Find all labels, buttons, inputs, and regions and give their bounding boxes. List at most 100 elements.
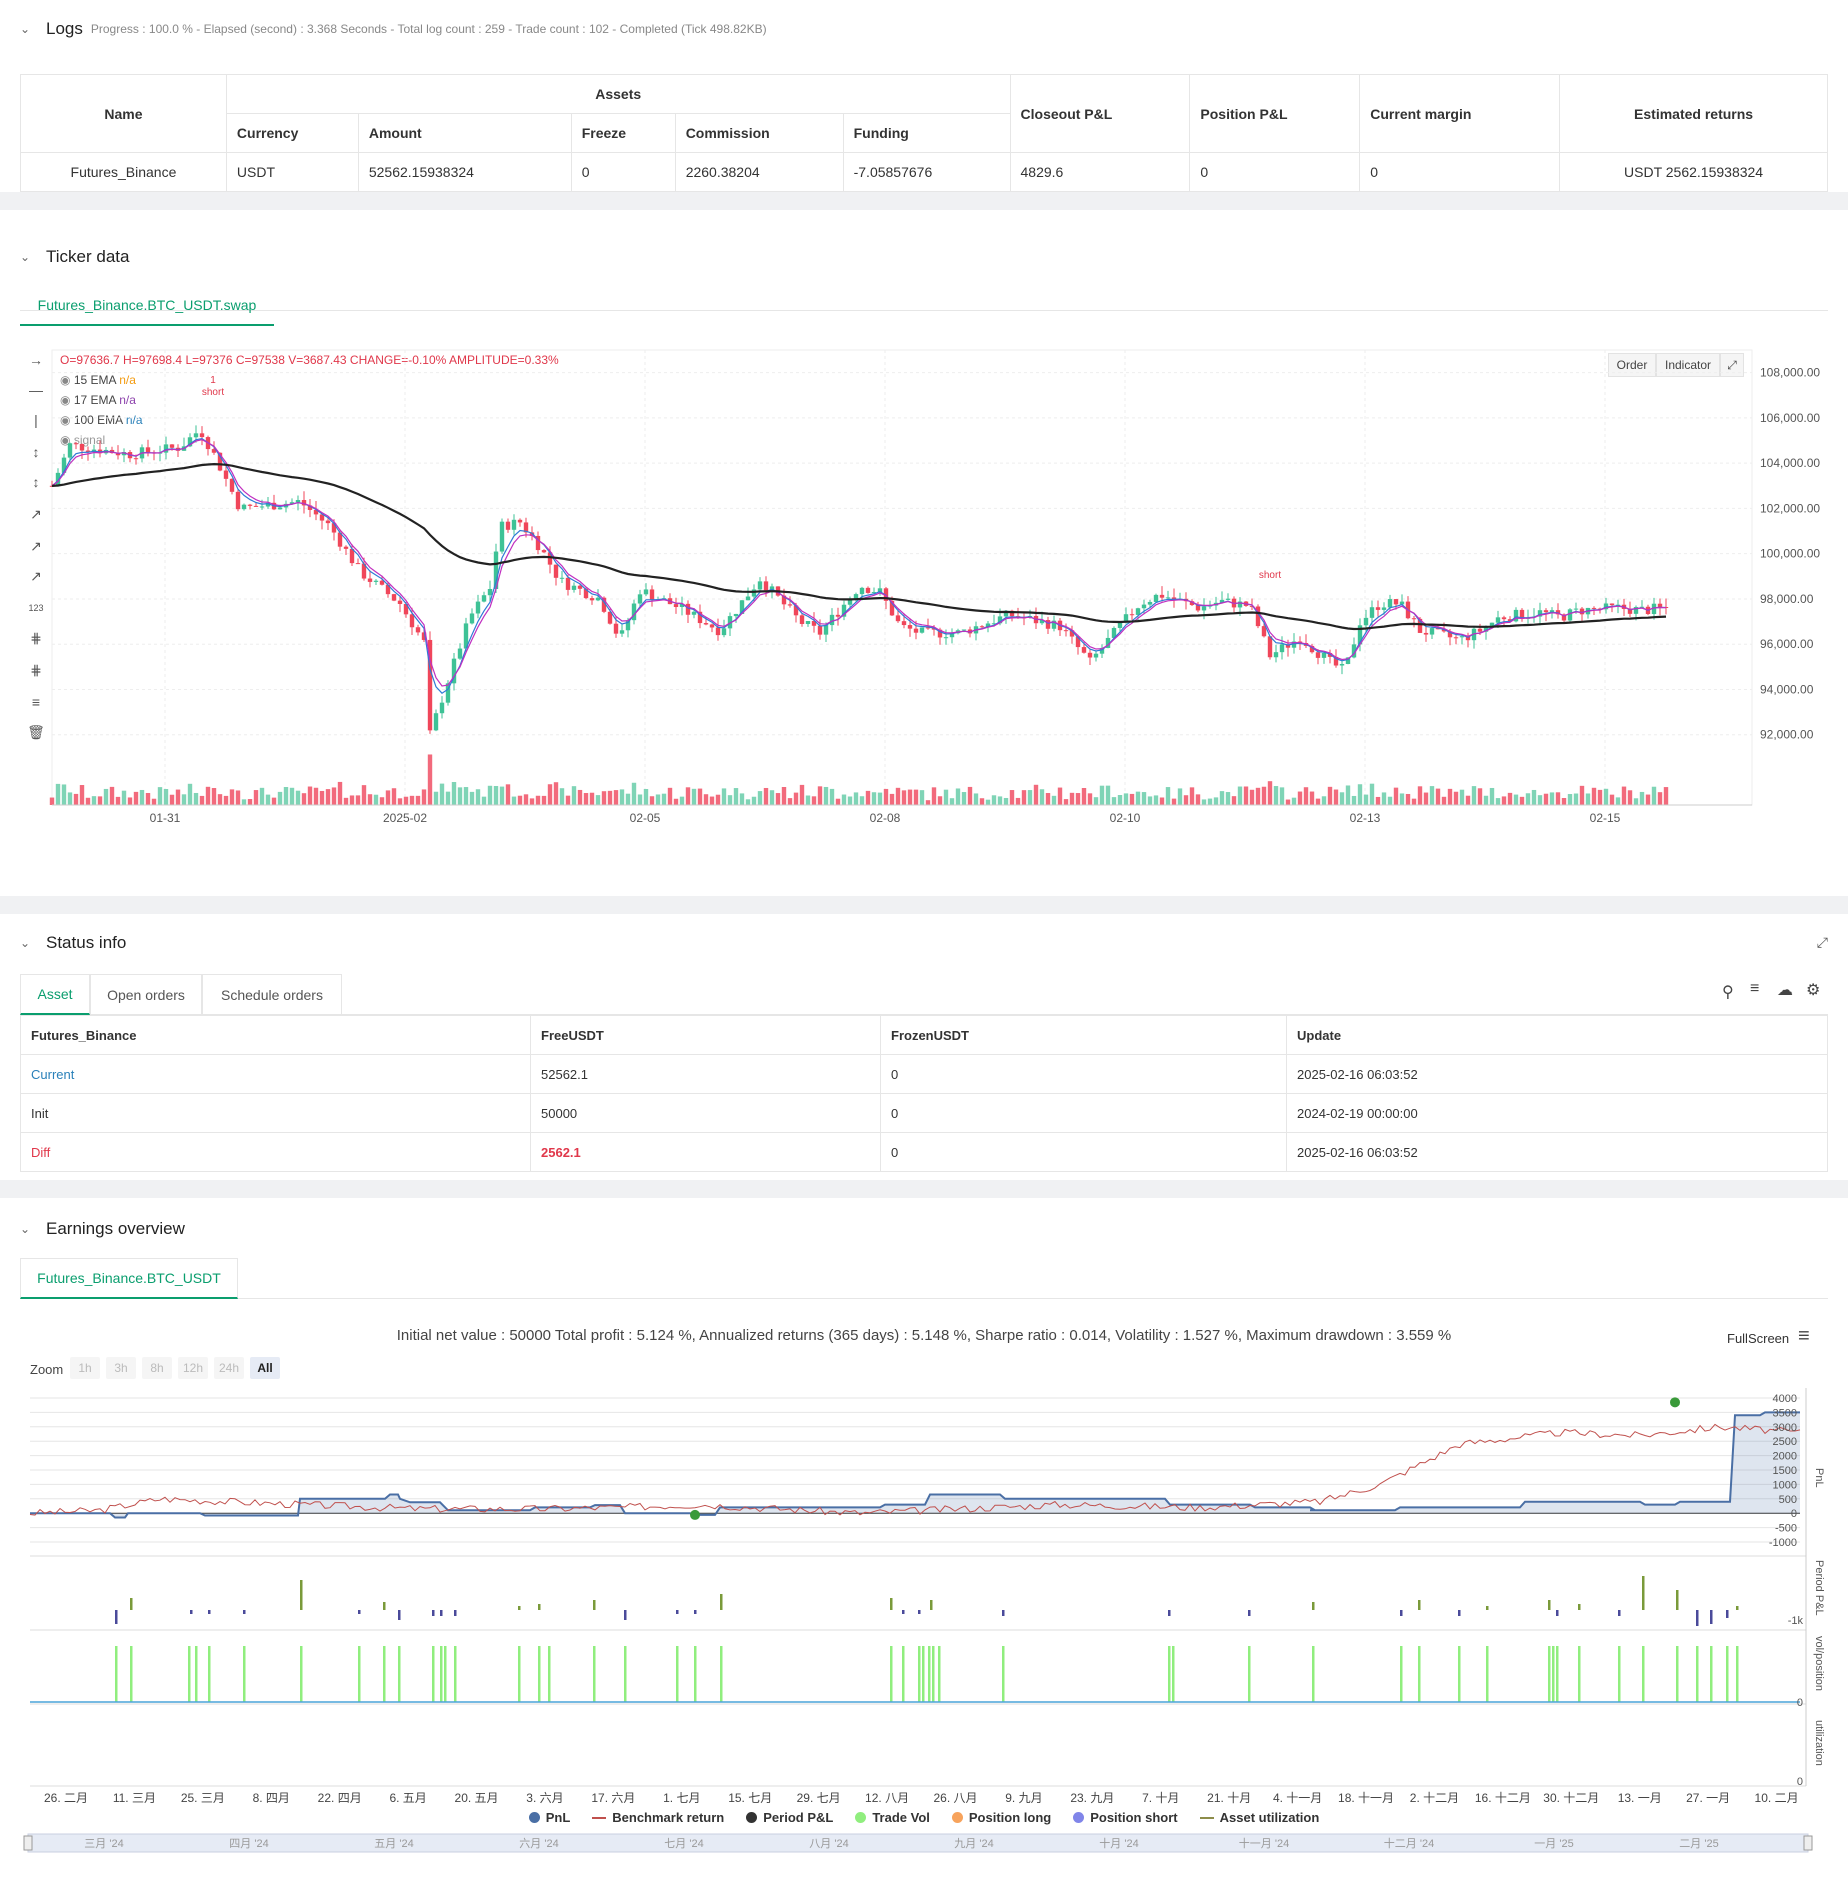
navigator-handle-left[interactable]: [23, 1835, 33, 1851]
fullscreen-button[interactable]: FullScreen: [1727, 1331, 1790, 1346]
candle-body: [1429, 628, 1435, 635]
tab-open-orders[interactable]: Open orders: [90, 974, 202, 1015]
eye-icon[interactable]: ◉: [60, 373, 74, 387]
price-range-icon[interactable]: ↕: [32, 474, 40, 490]
horizontal-lines-icon[interactable]: ≡: [31, 694, 41, 710]
earnings-header[interactable]: ⌄ Earnings overview: [20, 1214, 185, 1244]
cloud-download-icon[interactable]: ☁: [1777, 982, 1793, 999]
volume-bar: [835, 798, 841, 805]
indicator-button[interactable]: Indicator: [1656, 353, 1720, 377]
chevron-down-icon[interactable]: ⌄: [20, 250, 31, 264]
extended-line-icon[interactable]: ↗: [30, 568, 42, 584]
search-icon[interactable]: ⚲: [1722, 984, 1734, 1001]
candle-body: [1639, 606, 1645, 608]
chevron-down-icon[interactable]: ⌄: [20, 936, 31, 950]
volume-bar: [1489, 787, 1495, 805]
volume-bar: [403, 796, 409, 805]
legend-item[interactable]: Trade Vol: [855, 1810, 930, 1825]
candle-body: [811, 621, 817, 626]
volume-bar: [1579, 785, 1585, 805]
volume-bar: [853, 792, 859, 805]
list-icon[interactable]: ≡: [1750, 980, 1760, 997]
volume-bar: [271, 797, 277, 805]
volume-bar: [1081, 788, 1087, 805]
volume-bar: [511, 796, 517, 805]
collapse-icon[interactable]: ⤢: [1816, 934, 1828, 950]
indicator-17ema[interactable]: ◉ 17 EMA n/a: [60, 393, 136, 407]
zoom-button[interactable]: 24h: [214, 1357, 244, 1379]
volume-bar: [823, 786, 829, 805]
candle-body: [61, 457, 67, 473]
zoom-button[interactable]: 12h: [178, 1357, 208, 1379]
candle-body: [445, 683, 451, 703]
candle-body: [745, 596, 751, 601]
volume-bar: [1171, 798, 1177, 805]
volume-bar: [1369, 783, 1375, 805]
candle-body: [121, 452, 127, 456]
navigator-tick-label: 十二月 '24: [1384, 1836, 1434, 1850]
legend-item[interactable]: Asset utilization: [1199, 1810, 1319, 1825]
candle-body: [1477, 628, 1483, 632]
candle-body: [1417, 618, 1423, 633]
tab-ticker-symbol[interactable]: Futures_Binance.BTC_USDT.swap: [20, 286, 274, 326]
legend-item[interactable]: PnL: [528, 1810, 570, 1825]
candle-body: [925, 627, 931, 629]
zoom-button[interactable]: 3h: [106, 1357, 136, 1379]
indicator-100ema[interactable]: ◉ 100 EMA n/a: [60, 413, 143, 427]
status-header[interactable]: ⌄ Status info: [20, 928, 126, 958]
volume-bar: [1249, 789, 1255, 805]
crosshair-icon[interactable]: →: [29, 352, 43, 368]
navigator-tick-label: 四月 '24: [229, 1838, 268, 1850]
chevron-down-icon[interactable]: ⌄: [20, 1222, 31, 1236]
y-tick-label: 108,000.00: [1760, 366, 1820, 380]
volume-bar: [169, 794, 175, 805]
vertical-line-icon[interactable]: |: [34, 412, 38, 428]
ray-icon[interactable]: ↗: [30, 538, 42, 554]
zoom-button[interactable]: 8h: [142, 1357, 172, 1379]
logs-header[interactable]: ⌄ Logs Progress : 100.0 % - Elapsed (sec…: [20, 14, 767, 44]
candlestick-chart[interactable]: 108,000.00 106,000.00 104,000.00 102,000.00…: [0, 340, 1848, 840]
short-signal-2-label: short: [1259, 570, 1281, 581]
volume-bar: [571, 786, 577, 805]
trade-vol-bar: [518, 1646, 521, 1702]
chevron-down-icon[interactable]: ⌄: [20, 22, 31, 36]
menu-icon[interactable]: ≡: [1798, 1325, 1810, 1347]
legend-item[interactable]: Benchmark return: [592, 1810, 724, 1825]
legend-item[interactable]: Position short: [1073, 1810, 1178, 1825]
zoom-button[interactable]: 1h: [70, 1357, 100, 1379]
gear-icon[interactable]: ⚙: [1806, 982, 1821, 999]
vertical-arrow-icon[interactable]: ↕: [32, 444, 40, 460]
candle-body: [1465, 636, 1471, 641]
candle-body: [325, 520, 331, 524]
indicator-signal[interactable]: ◉ signal: [60, 433, 105, 447]
candle-body: [1333, 656, 1339, 666]
pitchfork-icon[interactable]: ⋕: [30, 662, 42, 678]
candle-body: [619, 630, 625, 634]
parallel-channel-icon[interactable]: ⋕: [30, 630, 42, 646]
earnings-chart[interactable]: 4000 3500 3000 2500 2000 1500 1000 500 0 -500 -100…: [0, 1388, 1848, 1858]
candle-body: [1129, 614, 1135, 616]
cell-frozen: 0: [880, 1132, 1287, 1172]
candle-body: [1579, 608, 1585, 615]
trend-line-icon[interactable]: ↗: [30, 506, 42, 522]
row-label[interactable]: Current: [20, 1054, 531, 1094]
zoom-button[interactable]: All: [250, 1357, 280, 1379]
navigator-handle-right[interactable]: [1803, 1835, 1813, 1851]
eye-icon[interactable]: ◉: [60, 413, 74, 427]
tab-asset[interactable]: Asset: [20, 974, 90, 1015]
tab-earnings-symbol[interactable]: Futures_Binance.BTC_USDT: [20, 1258, 238, 1299]
eye-icon[interactable]: ◉: [60, 393, 74, 407]
volume-bar: [1501, 796, 1507, 805]
candle-body: [1225, 598, 1231, 600]
tab-schedule-orders[interactable]: Schedule orders: [202, 974, 342, 1015]
legend-item[interactable]: Period P&L: [746, 1810, 833, 1825]
horizontal-line-icon[interactable]: —: [29, 382, 43, 398]
trash-icon[interactable]: 🗑: [27, 724, 45, 740]
indicator-15ema[interactable]: ◉ 15 EMA n/a: [60, 373, 136, 387]
legend-item[interactable]: Position long: [951, 1810, 1051, 1825]
ticker-header[interactable]: ⌄ Ticker data: [20, 242, 129, 272]
fib-icon[interactable]: 123: [28, 603, 44, 613]
volume-bar: [895, 787, 901, 805]
navigator[interactable]: 三月 '24 四月 '24 五月 '24 六月 '24 七月 '24 八月 '24 九月 '…: [0, 1832, 1848, 1872]
eye-icon[interactable]: ◉: [60, 433, 74, 447]
